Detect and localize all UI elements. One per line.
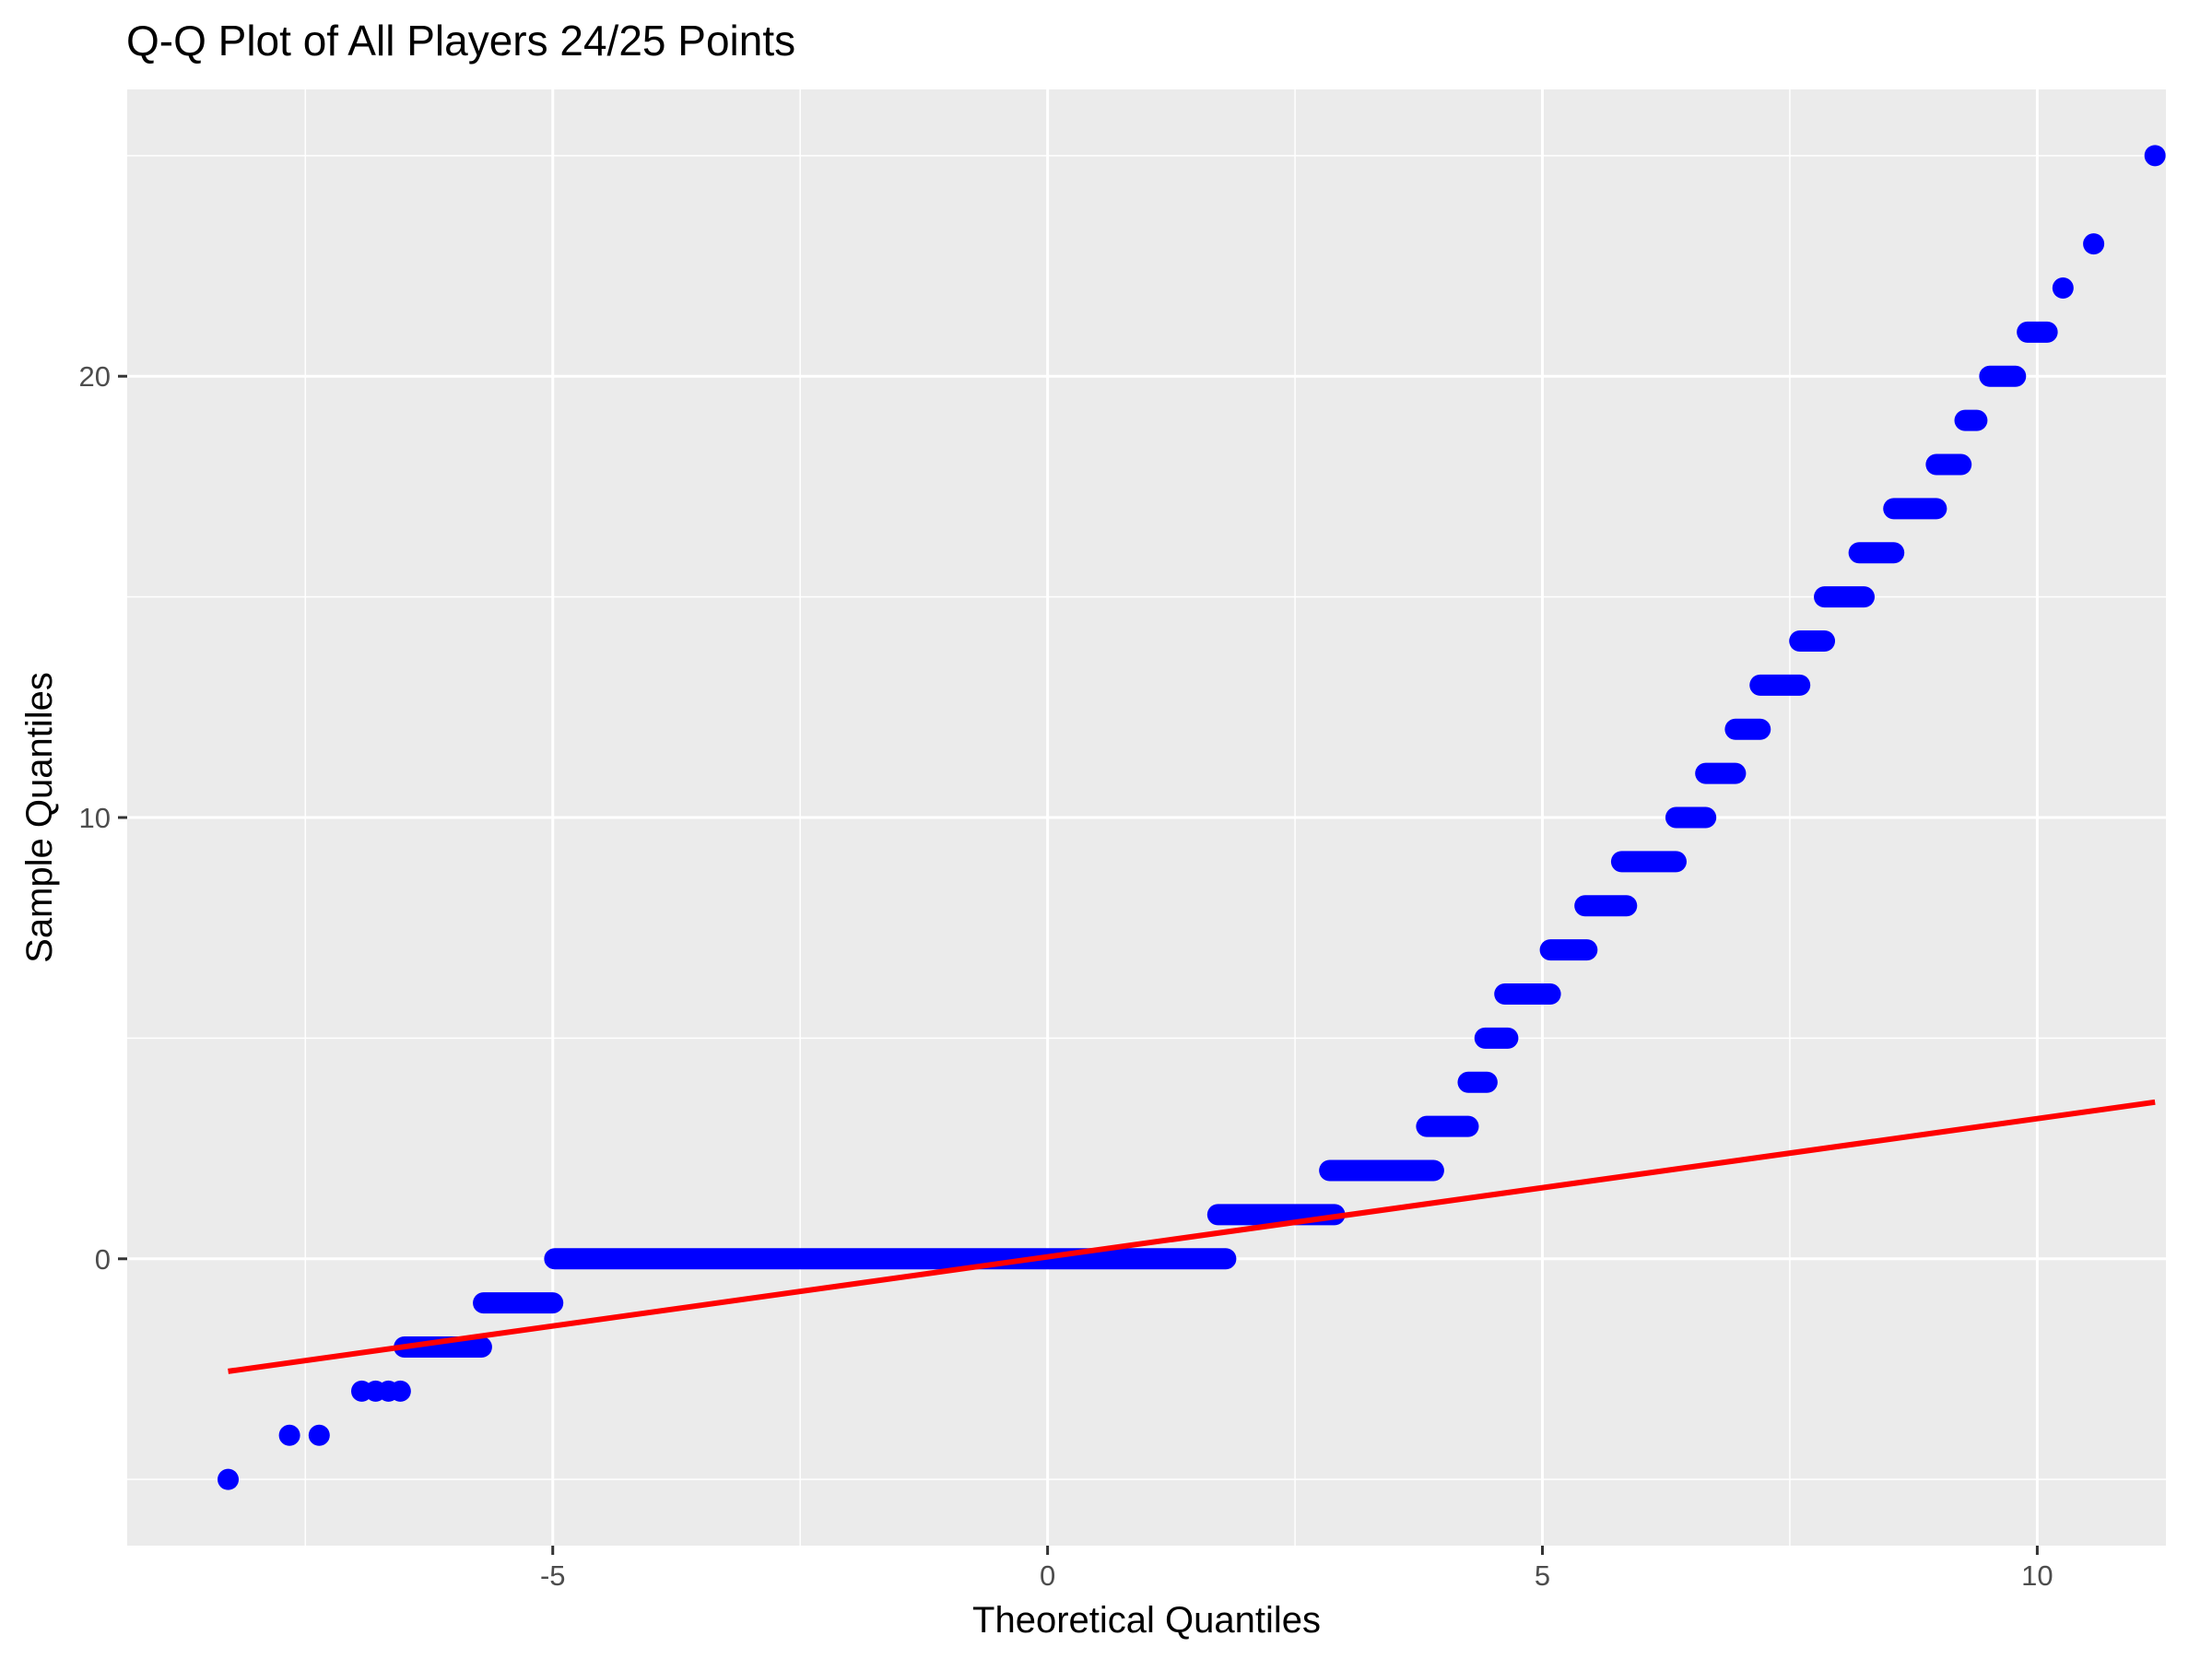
chart-title: Q-Q Plot of All Players 24/25 Points: [126, 17, 795, 65]
y-tick-label: 20: [79, 360, 111, 393]
x-axis: -5 0 5 10: [540, 1546, 2053, 1592]
data-point: [218, 1469, 239, 1490]
data-point: [2053, 277, 2074, 299]
x-tick-label: 0: [1040, 1559, 1055, 1592]
x-tick-label: 10: [2021, 1559, 2053, 1592]
x-axis-title: Theoretical Quantiles: [972, 1600, 1321, 1641]
x-tick-label: -5: [540, 1559, 566, 1592]
x-tick-label: 5: [1535, 1559, 1550, 1592]
data-point: [390, 1381, 411, 1402]
data-point: [2145, 145, 2166, 166]
y-tick-label: 10: [79, 802, 111, 834]
data-point: [279, 1425, 300, 1446]
y-axis-title: Sample Quantiles: [19, 672, 60, 963]
data-point: [309, 1425, 330, 1446]
y-tick-label: 0: [95, 1243, 111, 1276]
data-point: [2083, 233, 2104, 254]
y-axis: 0 10 20: [79, 360, 127, 1276]
